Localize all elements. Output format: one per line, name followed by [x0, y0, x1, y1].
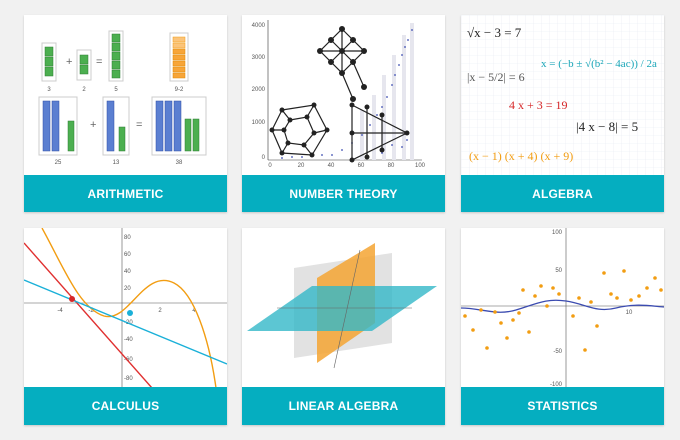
- stats-ytick: 100: [552, 230, 563, 236]
- calc-point: [69, 296, 75, 302]
- nt-graph-triangle-nodes: [349, 102, 410, 163]
- nt-graph-polygon-nodes: [269, 102, 330, 158]
- op-equals-1: =: [96, 56, 102, 68]
- card-label-algebra: ALGEBRA: [461, 175, 664, 212]
- calculus-illustration: 80 60 40 20 -20 -40 -60 -80 -4 -2 2 4: [24, 228, 227, 388]
- linear-algebra-illustration: [242, 228, 445, 388]
- calc-ytick: 20: [124, 286, 131, 292]
- blocks-2: [76, 49, 92, 81]
- blocks-25: [38, 96, 78, 156]
- card-calculus[interactable]: 80 60 40 20 -20 -40 -60 -80 -4 -2 2 4 CA…: [24, 228, 227, 425]
- calc-xtick: -2: [88, 308, 94, 314]
- nt-xtick: 80: [388, 163, 395, 169]
- statistics-illustration: 100 50 -50 -100 10: [461, 228, 664, 388]
- blocks-5: [108, 30, 124, 82]
- nt-graph-polygon: [271, 104, 328, 156]
- number-theory-illustration: 4000 3000 2000 1000 0 0 20 40 60 80 100: [242, 15, 445, 175]
- calc-ytick: -80: [124, 376, 133, 382]
- eq-abs-linear: |4 x − 8| = 5: [576, 119, 638, 134]
- num-2: 2: [82, 87, 86, 93]
- card-label-calculus: CALCULUS: [24, 387, 227, 425]
- num-13: 13: [113, 160, 120, 166]
- card-label-arithmetic: ARITHMETIC: [24, 175, 227, 212]
- calc-xtick: -4: [57, 308, 63, 314]
- calc-xtick: 4: [192, 308, 196, 314]
- nt-ytick: 2000: [252, 87, 266, 93]
- card-number-theory[interactable]: 4000 3000 2000 1000 0 0 20 40 60 80 100: [242, 15, 445, 212]
- eq-quadratic: x = (−b ± √(b² − 4ac)) / 2a: [541, 58, 657, 70]
- card-label-linear-algebra: LINEAR ALGEBRA: [242, 387, 445, 425]
- nt-ytick: 4000: [252, 23, 266, 29]
- blocks-38: [151, 96, 207, 156]
- card-statistics[interactable]: 100 50 -50 -100 10 STATISTICS: [461, 228, 664, 425]
- plane-teal: [247, 286, 437, 331]
- card-label-number-theory: NUMBER THEORY: [242, 175, 445, 212]
- nt-ytick: 3000: [252, 55, 266, 61]
- num-38: 38: [176, 160, 183, 166]
- eq-abs-fraction: |x − 5/2| = 6: [467, 70, 525, 84]
- card-label-statistics: STATISTICS: [461, 387, 664, 425]
- nt-graph-nodes: [317, 26, 367, 102]
- stats-ytick: -50: [553, 349, 562, 355]
- card-arithmetic[interactable]: + =: [24, 15, 227, 212]
- nt-xtick: 40: [328, 163, 335, 169]
- nt-xtick: 60: [358, 163, 365, 169]
- calc-xtick: 2: [158, 308, 162, 314]
- num-25: 25: [55, 160, 62, 166]
- calc-tangent-line: [24, 279, 227, 365]
- nt-xtick: 0: [268, 163, 272, 169]
- nt-xtick: 100: [415, 163, 426, 169]
- op-plus-1: +: [66, 56, 72, 68]
- blocks-13: [102, 96, 130, 156]
- stats-xtick: 10: [626, 310, 633, 316]
- stats-scatter: [463, 269, 663, 352]
- num-3: 3: [47, 87, 51, 93]
- stats-trend-line: [461, 299, 664, 313]
- calc-ytick: -40: [124, 337, 133, 343]
- calc-curve: [41, 228, 217, 388]
- num-9-2: 9-2: [175, 87, 184, 93]
- nt-bars: [360, 23, 414, 160]
- nt-graph-diamond: [319, 28, 365, 100]
- calc-ytick: 40: [124, 269, 131, 275]
- calc-ytick: -60: [124, 357, 133, 363]
- blocks-3: [41, 42, 57, 82]
- card-linear-algebra[interactable]: LINEAR ALGEBRA: [242, 228, 445, 425]
- eq-factored: (x − 1) (x + 4) (x + 9): [469, 149, 573, 163]
- calc-ytick: 80: [124, 235, 131, 241]
- calc-ytick: 60: [124, 252, 131, 258]
- arithmetic-illustration: + =: [24, 15, 227, 175]
- stats-ytick: 50: [555, 268, 562, 274]
- calc-point: [127, 310, 133, 316]
- blocks-9-2: [169, 32, 189, 82]
- calc-line-red: [24, 242, 153, 388]
- intersection-line: [333, 249, 361, 369]
- nt-xtick: 20: [298, 163, 305, 169]
- op-plus-2: +: [90, 119, 96, 131]
- nt-ytick: 1000: [252, 120, 266, 126]
- nt-scatter: [281, 29, 413, 159]
- algebra-illustration: √x − 3 = 7 x = (−b ± √(b² − 4ac)) / 2a |…: [461, 15, 664, 175]
- stats-ytick: -100: [550, 382, 563, 388]
- op-equals-2: =: [136, 119, 142, 131]
- eq-linear: 4 x + 3 = 19: [509, 98, 568, 112]
- eq-sqrt: √x − 3 = 7: [467, 25, 522, 40]
- nt-ytick: 0: [262, 155, 266, 161]
- card-algebra[interactable]: √x − 3 = 7 x = (−b ± √(b² − 4ac)) / 2a |…: [461, 15, 664, 212]
- num-5: 5: [114, 87, 118, 93]
